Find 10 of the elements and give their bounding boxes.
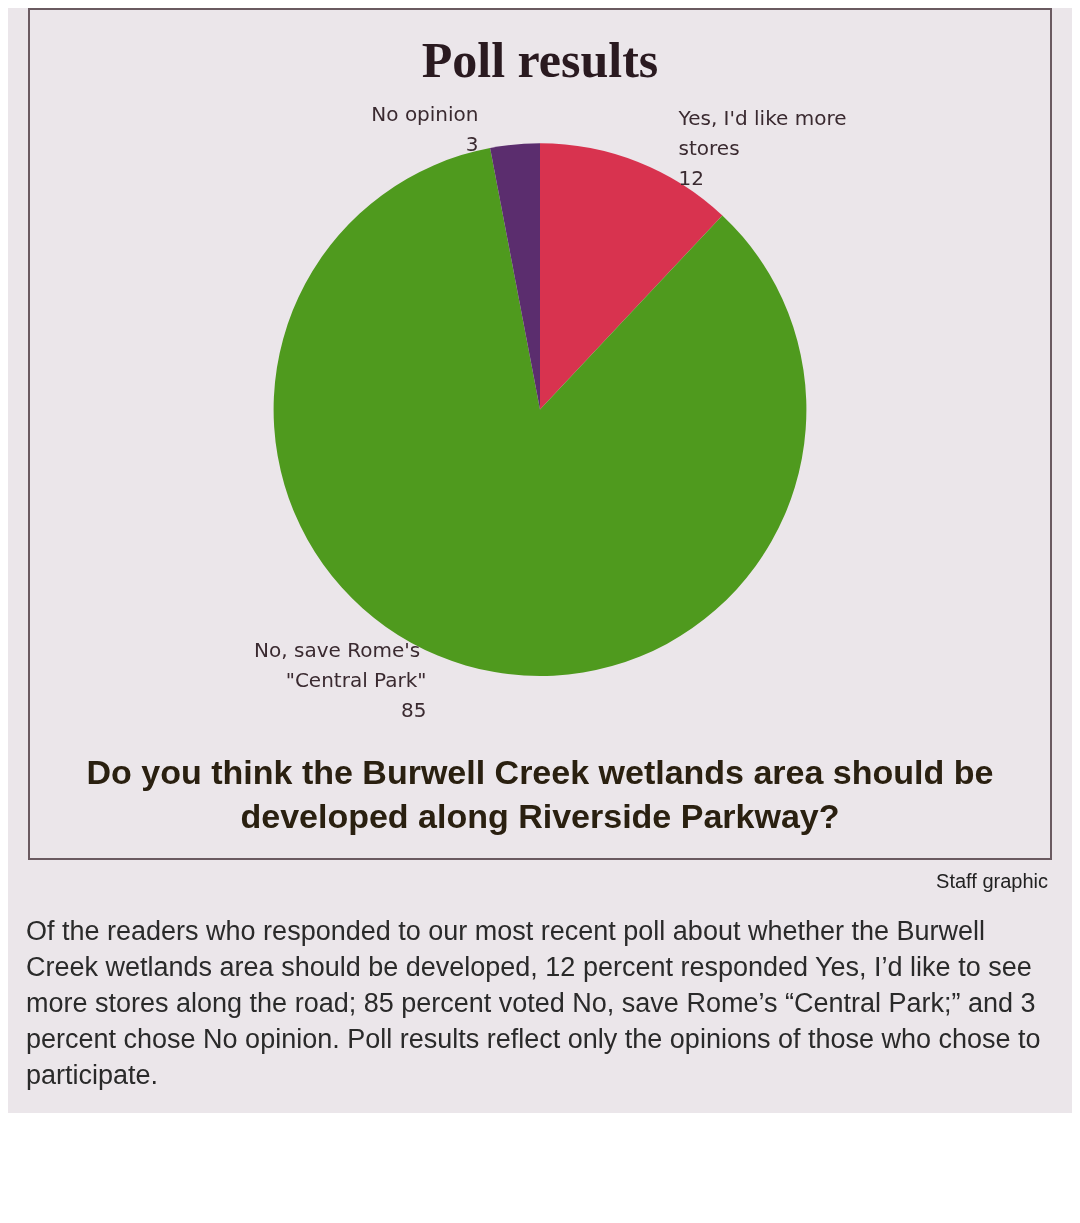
data-label: 3: [465, 132, 479, 157]
slice-label: No opinion: [371, 102, 479, 127]
text: Staff graphic: [935, 870, 1048, 893]
data-label: 12: [678, 165, 705, 190]
data-label: 85: [401, 697, 427, 722]
text: Of the readers who responded to our most recent poll about whether the Burwell Creek wetlands area should be developed, 12 percent responded Yes, I’d like to see more stores along the road; 85 percent voted No, save Rome’s “Central Park;” and 3 percent chose No opinion. Poll results reflect only the opinions of those who chose to participate.: [25, 915, 1042, 1092]
chart-title: Poll results: [421, 32, 659, 88]
slice-label: No, save Rome's "Central Park": [254, 637, 427, 692]
slice-label: Yes, I'd like more stores: [677, 105, 853, 160]
text: Do you think the Burwell Creek wetlands area should be developed along Riverside Parkway?: [85, 752, 995, 837]
